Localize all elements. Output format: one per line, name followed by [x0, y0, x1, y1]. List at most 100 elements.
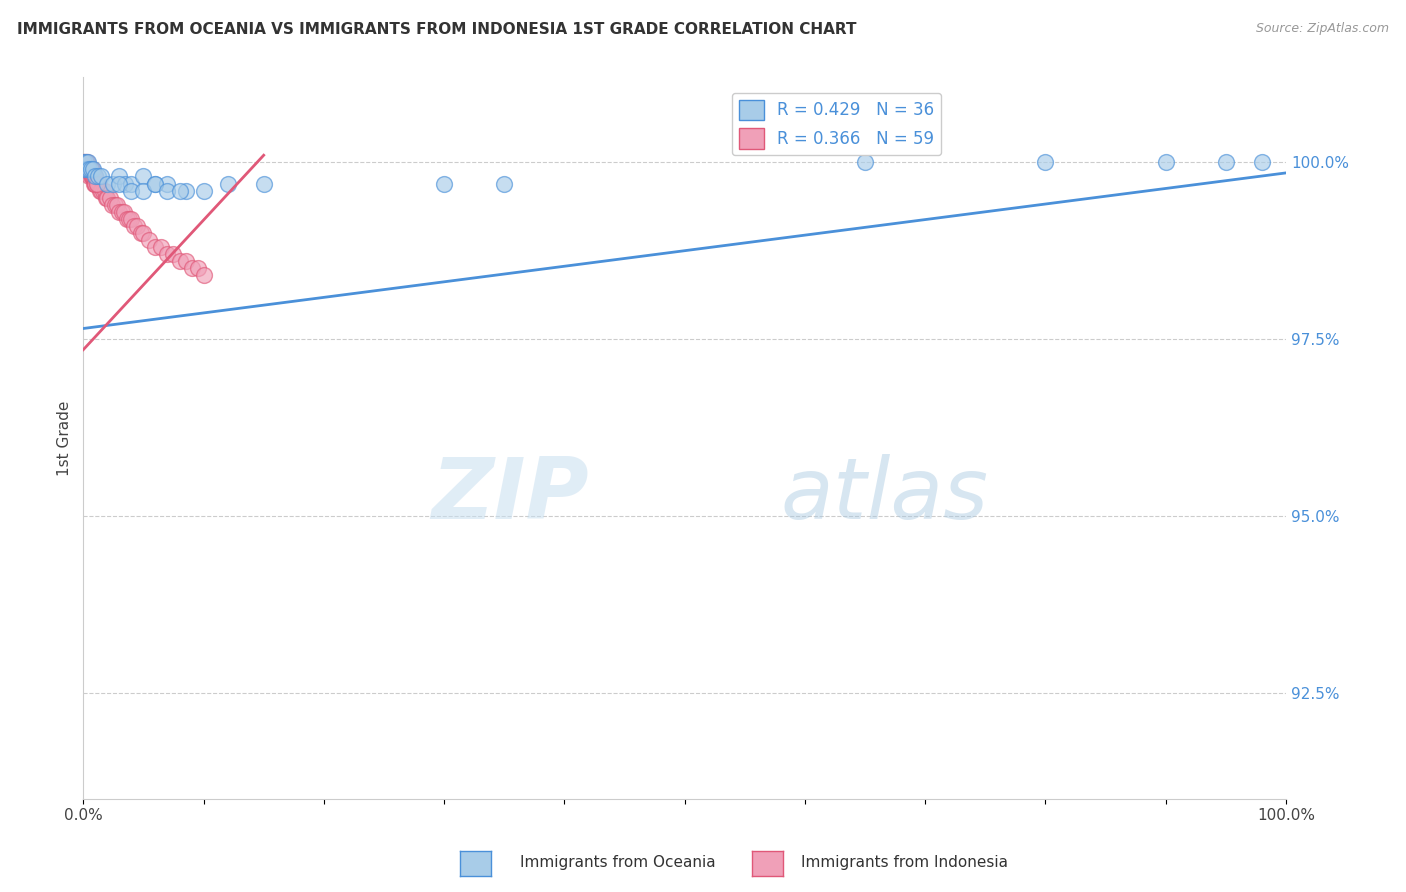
Point — [433, 177, 456, 191]
Point — [174, 184, 197, 198]
Point — [187, 261, 209, 276]
Point — [156, 247, 179, 261]
Point — [84, 177, 107, 191]
Point — [169, 254, 191, 268]
Point — [94, 191, 117, 205]
Point — [84, 177, 107, 191]
Point — [120, 184, 142, 198]
Point — [79, 162, 101, 177]
Point — [193, 268, 215, 283]
Point — [127, 219, 149, 233]
Point — [105, 198, 128, 212]
Legend: R = 0.429   N = 36, R = 0.366   N = 59: R = 0.429 N = 36, R = 0.366 N = 59 — [733, 93, 941, 155]
Point — [1154, 155, 1177, 169]
Point — [73, 155, 96, 169]
Point — [77, 162, 100, 177]
Point — [96, 191, 118, 205]
Point — [75, 162, 97, 177]
Point — [79, 162, 101, 177]
Point — [108, 177, 131, 191]
Point — [253, 177, 276, 191]
Point — [80, 169, 103, 184]
Point — [174, 254, 197, 268]
Point — [79, 162, 101, 177]
Text: Immigrants from Indonesia: Immigrants from Indonesia — [801, 855, 1008, 870]
Point — [122, 219, 145, 233]
Point — [73, 155, 96, 169]
Point — [83, 169, 105, 184]
Point — [217, 177, 239, 191]
Point — [91, 184, 114, 198]
Point — [79, 162, 101, 177]
Point — [103, 198, 125, 212]
Point — [76, 155, 98, 169]
Point — [83, 177, 105, 191]
Point — [114, 177, 136, 191]
Point — [132, 184, 155, 198]
Point — [1251, 155, 1274, 169]
Point — [115, 211, 138, 226]
Point — [86, 177, 108, 191]
Point — [82, 162, 104, 177]
Point — [145, 240, 167, 254]
Point — [1035, 155, 1057, 169]
Point — [138, 233, 160, 247]
Text: Source: ZipAtlas.com: Source: ZipAtlas.com — [1256, 22, 1389, 36]
Point — [96, 177, 118, 191]
Point — [156, 177, 179, 191]
Point — [82, 169, 104, 184]
Y-axis label: 1st Grade: 1st Grade — [58, 401, 72, 475]
Point — [75, 155, 97, 169]
Point — [193, 184, 215, 198]
Point — [80, 169, 103, 184]
Point — [87, 169, 110, 184]
Point — [79, 162, 101, 177]
Point — [90, 184, 112, 198]
Point — [118, 211, 141, 226]
Point — [162, 247, 184, 261]
Point — [494, 177, 516, 191]
Point — [145, 177, 167, 191]
Point — [73, 162, 96, 177]
Point — [84, 169, 107, 184]
Point — [89, 184, 111, 198]
Point — [150, 240, 173, 254]
Point — [112, 204, 135, 219]
Point — [180, 261, 202, 276]
Text: ZIP: ZIP — [430, 454, 589, 537]
Point — [90, 169, 112, 184]
Point — [156, 184, 179, 198]
Point — [853, 155, 876, 169]
Point — [111, 204, 134, 219]
Text: atlas: atlas — [780, 454, 988, 537]
Point — [132, 226, 155, 240]
Point — [87, 177, 110, 191]
Point — [73, 155, 96, 169]
Point — [84, 169, 107, 184]
Point — [77, 155, 100, 169]
Point — [79, 169, 101, 184]
Point — [108, 169, 131, 184]
Point — [169, 184, 191, 198]
Point — [76, 162, 98, 177]
Point — [83, 169, 105, 184]
Point — [1215, 155, 1237, 169]
Point — [98, 191, 121, 205]
Point — [101, 198, 124, 212]
Text: Immigrants from Oceania: Immigrants from Oceania — [520, 855, 716, 870]
Point — [86, 177, 108, 191]
Point — [94, 184, 117, 198]
Point — [120, 211, 142, 226]
Text: IMMIGRANTS FROM OCEANIA VS IMMIGRANTS FROM INDONESIA 1ST GRADE CORRELATION CHART: IMMIGRANTS FROM OCEANIA VS IMMIGRANTS FR… — [17, 22, 856, 37]
Point — [73, 162, 96, 177]
Point — [108, 204, 131, 219]
Point — [129, 226, 152, 240]
Point — [132, 169, 155, 184]
Point — [80, 162, 103, 177]
Point — [120, 177, 142, 191]
Point — [75, 155, 97, 169]
Point — [79, 169, 101, 184]
Point — [76, 162, 98, 177]
Point — [87, 177, 110, 191]
Point — [103, 177, 125, 191]
